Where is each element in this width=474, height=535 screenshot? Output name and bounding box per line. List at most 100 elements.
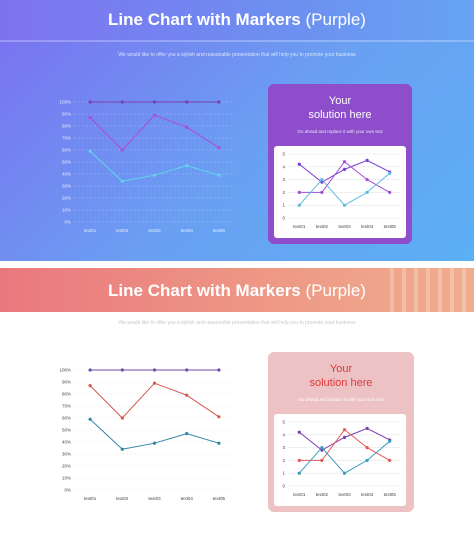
data-marker bbox=[320, 178, 324, 182]
y-tick-label: 10% bbox=[62, 476, 71, 481]
data-marker bbox=[217, 173, 221, 177]
y-tick-label: 30% bbox=[62, 184, 71, 189]
card-subtext: Go ahead and replace it with your own te… bbox=[297, 129, 383, 134]
data-marker bbox=[342, 167, 347, 171]
y-tick-label: 80% bbox=[62, 124, 71, 129]
y-tick-label: 100% bbox=[59, 368, 71, 373]
y-tick-label: 50% bbox=[62, 160, 71, 165]
x-tick-label: text04 bbox=[361, 492, 374, 497]
y-tick-label: 90% bbox=[62, 380, 71, 385]
y-tick-label: 10% bbox=[62, 208, 71, 213]
title-banner bbox=[0, 0, 474, 42]
data-marker bbox=[342, 435, 347, 439]
y-tick-label: 100% bbox=[59, 100, 71, 105]
x-tick-label: text01 bbox=[84, 496, 97, 501]
series-line bbox=[298, 159, 390, 183]
data-marker bbox=[297, 430, 301, 434]
data-marker bbox=[342, 203, 347, 207]
data-marker bbox=[185, 125, 189, 129]
data-marker bbox=[120, 416, 124, 420]
data-marker bbox=[388, 171, 392, 175]
mini-chart-panel: 0 1 2 3 4 5 text01 text02 text03 text04 text05 bbox=[274, 146, 406, 238]
data-marker bbox=[342, 428, 347, 432]
x-tick-label: text03 bbox=[338, 492, 351, 497]
x-tick-label: text02 bbox=[316, 492, 329, 497]
series-line bbox=[298, 172, 391, 206]
x-tick-label: text03 bbox=[148, 496, 161, 501]
y-tick-label: 4 bbox=[282, 432, 285, 437]
data-marker bbox=[365, 178, 369, 182]
card-subtext: Go ahead and replace it with your own te… bbox=[298, 397, 384, 402]
data-marker bbox=[120, 368, 124, 372]
y-tick-label: 5 bbox=[282, 152, 285, 157]
y-tick-label: 1 bbox=[282, 471, 285, 476]
data-marker bbox=[320, 446, 324, 450]
slide-title: Line Chart with Markers (Purple) bbox=[108, 10, 366, 29]
series-line bbox=[299, 428, 390, 461]
y-tick-label: 0 bbox=[282, 484, 285, 489]
data-marker bbox=[120, 179, 124, 183]
card-title-line2: solution here bbox=[308, 109, 372, 121]
data-marker bbox=[217, 100, 221, 104]
y-tick-label: 90% bbox=[62, 112, 71, 117]
x-tick-label: text03 bbox=[338, 224, 351, 229]
data-marker bbox=[342, 160, 347, 164]
series-line bbox=[298, 427, 390, 451]
data-marker bbox=[152, 173, 157, 177]
y-tick-label: 5 bbox=[282, 420, 285, 425]
y-tick-label: 50% bbox=[62, 428, 71, 433]
data-marker bbox=[88, 384, 92, 388]
y-tick-label: 30% bbox=[62, 452, 71, 457]
data-marker bbox=[88, 368, 92, 372]
x-tick-label: text03 bbox=[148, 228, 161, 233]
x-tick-label: text05 bbox=[213, 496, 226, 501]
data-marker bbox=[185, 164, 189, 168]
y-tick-label: 60% bbox=[62, 416, 71, 421]
data-marker bbox=[365, 458, 369, 462]
data-marker bbox=[320, 180, 324, 184]
card-title-line1: Your bbox=[329, 363, 353, 375]
data-marker bbox=[217, 441, 221, 445]
data-marker bbox=[320, 190, 324, 194]
data-marker bbox=[297, 471, 301, 475]
solution-card: Your solution here Go ahead and replace … bbox=[268, 352, 414, 512]
slide-subtitle: We would like to offer you a stylish and… bbox=[118, 52, 356, 58]
y-tick-label: 1 bbox=[282, 203, 285, 208]
data-marker bbox=[217, 368, 221, 372]
data-marker bbox=[185, 432, 189, 436]
mini-line-chart: 0 1 2 3 4 5 text01 text02 text03 text04 text05 bbox=[282, 420, 401, 497]
data-marker bbox=[388, 439, 392, 443]
data-marker bbox=[365, 446, 369, 450]
x-tick-label: text05 bbox=[384, 492, 397, 497]
y-tick-label: 0% bbox=[64, 220, 71, 225]
y-tick-label: 70% bbox=[62, 136, 71, 141]
data-marker bbox=[185, 100, 189, 104]
data-marker bbox=[365, 426, 369, 430]
main-line-chart: 0% 10% 20% 30% 40% 50% 60% 70% 80% 90% 100% text01 t… bbox=[59, 100, 235, 233]
data-marker bbox=[320, 458, 324, 462]
data-marker bbox=[297, 162, 301, 166]
x-tick-label: text05 bbox=[213, 228, 226, 233]
data-marker bbox=[152, 100, 157, 104]
card-title-line1: Your bbox=[328, 95, 352, 107]
data-marker bbox=[297, 190, 301, 194]
y-tick-label: 20% bbox=[62, 196, 71, 201]
data-marker bbox=[152, 368, 157, 372]
card-title-line2: solution here bbox=[309, 377, 373, 389]
slide-subtitle: We would like to offer you a stylish and… bbox=[118, 320, 356, 326]
y-tick-label: 40% bbox=[62, 172, 71, 177]
x-tick-label: text04 bbox=[181, 228, 194, 233]
data-marker bbox=[152, 381, 157, 385]
x-tick-label: text05 bbox=[384, 224, 397, 229]
y-tick-label: 80% bbox=[62, 392, 71, 397]
x-tick-label: text02 bbox=[316, 224, 329, 229]
x-tick-label: text01 bbox=[84, 228, 97, 233]
x-tick-label: text02 bbox=[116, 228, 129, 233]
data-marker bbox=[152, 441, 157, 445]
x-tick-label: text01 bbox=[293, 492, 306, 497]
y-tick-label: 3 bbox=[282, 445, 285, 450]
y-tick-label: 2 bbox=[282, 190, 285, 195]
data-marker bbox=[217, 415, 221, 419]
data-marker bbox=[120, 447, 124, 451]
data-marker bbox=[120, 100, 124, 104]
